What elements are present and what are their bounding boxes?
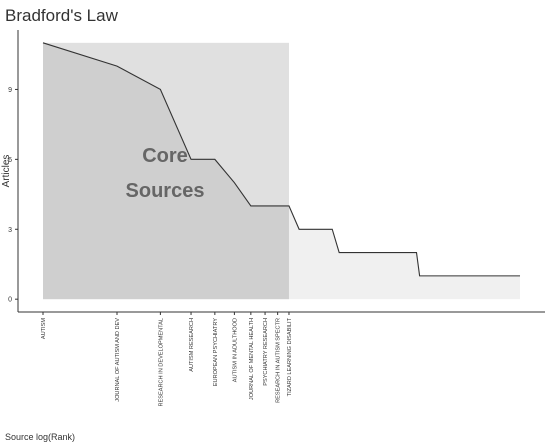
x-tick-label: PSYCHIATRY RESEARCH bbox=[263, 318, 269, 386]
x-axis-label: Source log(Rank) bbox=[5, 432, 75, 442]
annotation: Sources bbox=[126, 180, 205, 202]
chart-title: Bradford's Law bbox=[5, 6, 119, 25]
annotation: Core bbox=[142, 145, 188, 167]
x-tick-label: AUTISM RESEARCH bbox=[189, 318, 195, 372]
core-area bbox=[42, 42, 289, 300]
y-tick-label: 3 bbox=[8, 227, 12, 234]
x-tick-label: JOURNAL OF MENTAL HEALTH bbox=[249, 318, 255, 400]
y-axis-label: Articles bbox=[1, 155, 12, 188]
x-tick-label: TIZARD LEARNING DISABILIT bbox=[287, 317, 293, 396]
zones bbox=[42, 42, 521, 300]
x-tick-label: EUROPEAN PSYCHIATRY bbox=[213, 318, 219, 386]
y-tick-label: 0 bbox=[8, 297, 12, 304]
y-tick-label: 9 bbox=[8, 87, 12, 94]
x-tick-label: RESEARCH IN AUTISM SPECTR bbox=[276, 318, 282, 403]
line bbox=[42, 42, 521, 277]
y-tick-label: 6 bbox=[8, 157, 12, 164]
axes bbox=[17, 30, 545, 313]
x-tick-label: AUTISM bbox=[41, 318, 47, 339]
x-tick-label: AUTISM IN ADULTHOOD bbox=[232, 318, 238, 382]
x-tick-label: RESEARCH IN DEVELOPMENTAL bbox=[158, 318, 164, 406]
x-tick-label: JOURNAL OF AUTISM AND DEV bbox=[115, 318, 121, 402]
